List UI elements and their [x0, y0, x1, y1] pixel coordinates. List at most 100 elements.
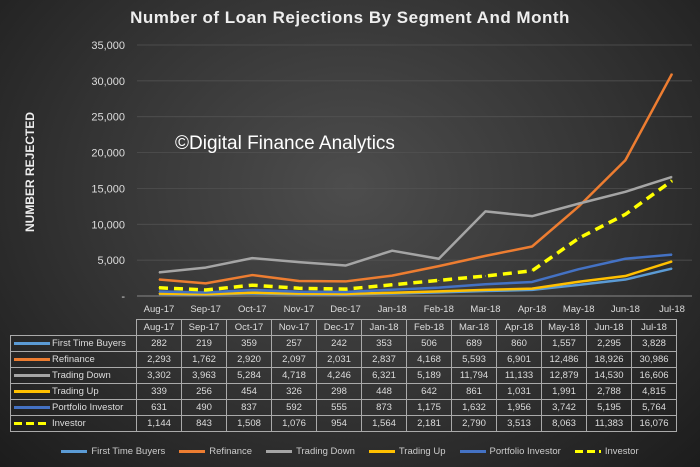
- table-cell: 11,794: [451, 367, 497, 384]
- table-cell: 555: [316, 399, 362, 416]
- table-cell: 1,956: [496, 399, 542, 416]
- legend-item: Portfolio Investor: [459, 446, 561, 457]
- y-tick-label: 20,000: [91, 148, 125, 160]
- legend-item: Investor: [574, 446, 639, 457]
- x-tick-label: Aug-17: [144, 304, 175, 315]
- legend-label: Refinance: [209, 446, 253, 457]
- data-point: [438, 279, 440, 281]
- data-point: [251, 257, 253, 259]
- table-cell: 242: [316, 335, 362, 352]
- legend-swatch: [14, 373, 50, 377]
- data-point: [484, 255, 486, 257]
- legend-swatch: [266, 450, 293, 453]
- legend-swatch: [14, 389, 50, 393]
- data-point: [345, 288, 347, 290]
- table-cell: 4,718: [271, 367, 317, 384]
- x-tick-label: Nov-17: [284, 304, 315, 315]
- table-row: Trading Up 339 256 454 326 298 448 642 861 1,031 1…: [10, 383, 677, 400]
- legend-label: Investor: [604, 446, 639, 457]
- legend-label: Trading Up: [398, 446, 446, 457]
- table-cell: 1,564: [361, 415, 407, 432]
- data-point: [298, 261, 300, 263]
- data-point: [624, 191, 626, 193]
- table-cell: 219: [181, 335, 227, 352]
- data-point: [205, 291, 207, 293]
- table-cell: 1,557: [541, 335, 587, 352]
- data-point: [391, 250, 393, 252]
- series-name: Refinance: [52, 354, 95, 365]
- table-row: First Time Buyers 282 219 359 257 242 353 506 68…: [10, 335, 677, 352]
- data-point: [624, 258, 626, 260]
- table-header-cell: Oct-17: [226, 319, 272, 336]
- data-point: [578, 203, 580, 205]
- table-cell: 6,321: [361, 367, 407, 384]
- legend: First Time Buyers Refinance Trading Down Tr…: [0, 446, 700, 457]
- x-tick-label: Jan-18: [378, 304, 407, 315]
- table-cell: 873: [361, 399, 407, 416]
- data-point: [158, 287, 160, 289]
- table-cell: 454: [226, 383, 272, 400]
- table-cell: 2,837: [361, 351, 407, 368]
- table-cell: 6,901: [496, 351, 542, 368]
- table-cell: 1,144: [136, 415, 182, 432]
- table-cell: 490: [181, 399, 227, 416]
- table-cell: 1,031: [496, 383, 542, 400]
- table-cell: 954: [316, 415, 362, 432]
- data-point: [205, 293, 207, 295]
- series-name: Trading Down: [52, 370, 111, 381]
- table-cell: 298: [316, 383, 362, 400]
- table-cell: 2,181: [406, 415, 452, 432]
- table-cell: 2,293: [136, 351, 182, 368]
- series-name: Trading Up: [52, 386, 99, 397]
- legend-label: First Time Buyers: [91, 446, 166, 457]
- table-header-cell: Jan-18: [361, 319, 407, 336]
- data-point: [671, 260, 673, 262]
- table-header-cell: Sep-17: [181, 319, 227, 336]
- y-tick-label: 5,000: [97, 255, 125, 267]
- x-tick-label: Feb-18: [424, 304, 454, 315]
- table-row: Trading Down 3,302 3,963 5,284 4,718 4,246 6,3…: [10, 367, 677, 384]
- table-cell: 3,513: [496, 415, 542, 432]
- data-point: [298, 293, 300, 295]
- table-cell: 2,788: [586, 383, 632, 400]
- x-tick-label: Oct-17: [238, 304, 267, 315]
- table-cell: 3,828: [631, 335, 677, 352]
- table-header-cell: Nov-17: [271, 319, 317, 336]
- table-cell: 359: [226, 335, 272, 352]
- table-row: Investor 1,144 843 1,508 1,076 954 1,564 2,181 2…: [10, 415, 677, 432]
- legend-swatch: [61, 450, 88, 453]
- table-cell: 3,742: [541, 399, 587, 416]
- data-point: [205, 289, 207, 291]
- table-cell: 339: [136, 383, 182, 400]
- table-cell: 506: [406, 335, 452, 352]
- data-point: [578, 284, 580, 286]
- table-cell: 257: [271, 335, 317, 352]
- data-point: [531, 281, 533, 283]
- data-point: [345, 291, 347, 293]
- table-cell: 5,593: [451, 351, 497, 368]
- series-line-investor: [158, 179, 674, 292]
- data-point: [391, 275, 393, 277]
- x-tick-label: Sep-17: [190, 304, 221, 315]
- data-point: [298, 287, 300, 289]
- y-tick-label: 25,000: [91, 112, 125, 124]
- table-cell: 2,097: [271, 351, 317, 368]
- table-header-cell: Apr-18: [496, 319, 542, 336]
- table-cell: 837: [226, 399, 272, 416]
- data-point: [391, 292, 393, 294]
- data-point: [624, 275, 626, 277]
- y-tick-label: 15,000: [91, 183, 125, 195]
- data-point: [484, 275, 486, 277]
- data-point: [531, 246, 533, 248]
- x-tick-label: Apr-18: [518, 304, 547, 315]
- table-header-cell: Mar-18: [451, 319, 497, 336]
- data-point: [624, 159, 626, 161]
- table-cell: 282: [136, 335, 182, 352]
- data-point: [531, 288, 533, 290]
- data-point: [158, 279, 160, 281]
- data-point: [578, 268, 580, 270]
- data-point: [578, 205, 580, 207]
- data-point: [251, 292, 253, 294]
- x-tick-label: Jun-18: [611, 304, 640, 315]
- series-name: First Time Buyers: [52, 338, 126, 349]
